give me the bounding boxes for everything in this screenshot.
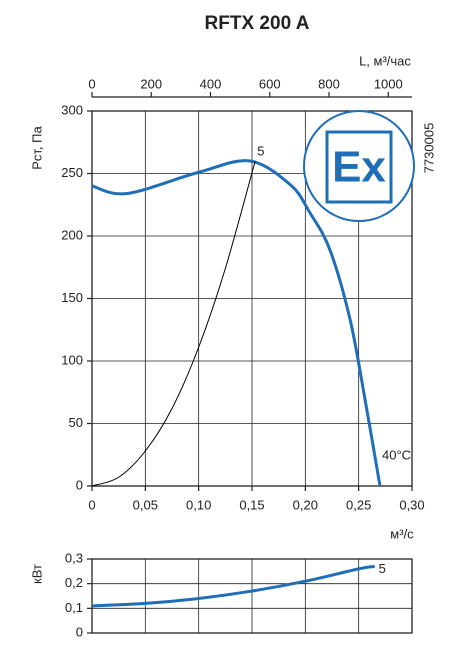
x2-axis-label: L, м³/час	[359, 53, 411, 68]
x-tick-label: 0,15	[239, 497, 264, 512]
x-tick-label: 0,25	[346, 497, 371, 512]
plot-frame	[91, 110, 413, 487]
legend-label: 40°C	[382, 447, 411, 462]
x2-tick-label: 400	[200, 76, 222, 91]
y-tick-label: 250	[61, 165, 83, 180]
y-tick-label: 300	[61, 102, 83, 117]
y-tick-label: 0,1	[65, 600, 83, 615]
side-code: 7730005	[421, 123, 436, 174]
x-tick-label: 0,20	[293, 497, 318, 512]
y-tick-label: 50	[69, 415, 83, 430]
plot-frame	[91, 558, 413, 634]
x2-tick-label: 200	[140, 76, 162, 91]
y-tick-label: 0,3	[65, 550, 83, 565]
y-axis-label: кВт	[29, 564, 44, 584]
y-tick-label: 0	[76, 477, 83, 492]
chart-title: RFTX 200 A	[205, 13, 310, 34]
x-tick-label: 0,10	[186, 497, 211, 512]
annotation: 5	[257, 143, 264, 158]
y-tick-label: 150	[61, 290, 83, 305]
x-tick-label: 0,05	[133, 497, 158, 512]
logo-text: Ex	[332, 143, 386, 192]
x-tick-label: 0	[88, 497, 95, 512]
x2-tick-label: 0	[88, 76, 95, 91]
y-axis-label: Рст, Па	[29, 125, 44, 169]
data-line	[91, 159, 382, 487]
x-axis-label: м³/с	[390, 526, 414, 541]
data-line	[91, 160, 256, 487]
x2-tick-label: 600	[259, 76, 281, 91]
logo-box	[325, 130, 393, 204]
annotation: 5	[379, 561, 386, 576]
y-tick-label: 100	[61, 352, 83, 367]
x-tick-label: 0,30	[399, 497, 424, 512]
y-tick-label: 200	[61, 227, 83, 242]
y-tick-label: 0,2	[65, 575, 83, 590]
data-line	[91, 564, 375, 608]
x2-tick-label: 1000	[374, 76, 403, 91]
x2-tick-label: 800	[318, 76, 340, 91]
y-tick-label: 0	[76, 624, 83, 639]
